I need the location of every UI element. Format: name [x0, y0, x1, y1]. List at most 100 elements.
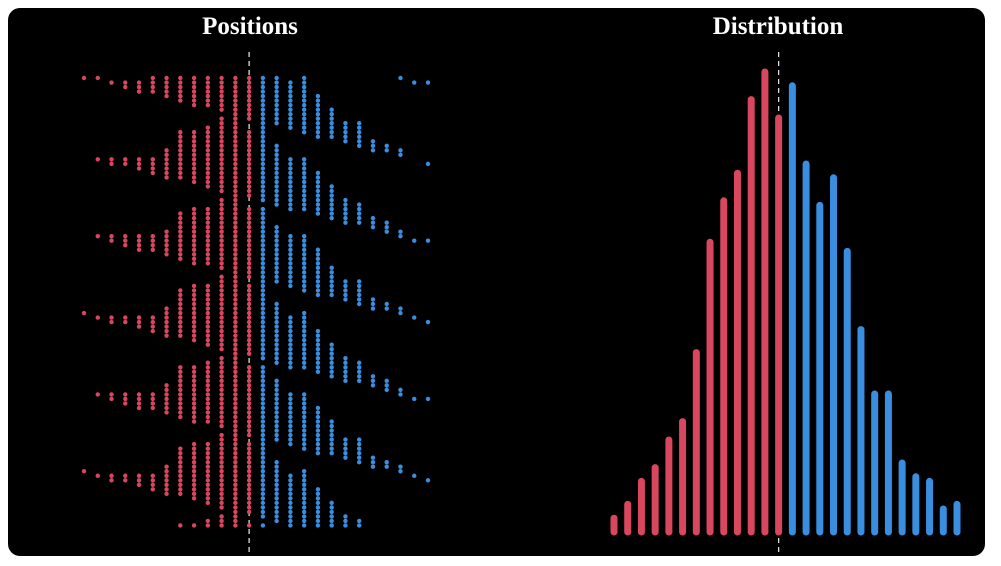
dot — [301, 283, 307, 289]
dot — [205, 206, 211, 212]
dot — [246, 80, 252, 85]
dot — [178, 152, 183, 158]
dot — [136, 247, 142, 252]
dot — [246, 107, 252, 112]
dot — [288, 360, 293, 365]
dot — [288, 234, 293, 239]
dot — [260, 509, 266, 515]
dot — [260, 301, 266, 307]
dot — [343, 292, 348, 298]
dot — [288, 342, 293, 347]
dot — [274, 306, 279, 311]
dot — [205, 139, 211, 144]
dot — [301, 505, 307, 510]
dot — [425, 161, 431, 167]
dot — [301, 197, 307, 203]
dot — [178, 166, 183, 171]
dot — [178, 301, 183, 307]
dot — [343, 523, 348, 528]
dot — [191, 383, 197, 388]
dot — [164, 482, 169, 487]
dot — [178, 157, 183, 162]
dot — [274, 437, 279, 442]
dot — [246, 139, 252, 144]
dot — [288, 473, 293, 478]
dot — [205, 292, 211, 298]
dot — [164, 175, 169, 180]
dot — [370, 220, 376, 225]
dot — [109, 319, 114, 325]
dot — [178, 369, 183, 374]
dot — [150, 315, 155, 320]
dot — [288, 496, 293, 501]
dot — [274, 514, 279, 519]
dot — [274, 419, 279, 424]
dot — [191, 152, 197, 158]
dot — [315, 111, 321, 117]
dot — [233, 487, 238, 492]
dot — [260, 342, 266, 347]
dot — [301, 347, 307, 352]
dot — [370, 460, 376, 465]
dot — [260, 441, 266, 447]
dot — [109, 80, 114, 85]
dot — [315, 288, 321, 293]
dot — [370, 143, 376, 148]
dot — [384, 301, 389, 307]
dot — [233, 98, 238, 103]
dot — [233, 134, 238, 139]
dot — [343, 297, 348, 302]
dot — [288, 478, 293, 483]
dot — [301, 270, 307, 275]
dot — [384, 143, 389, 148]
dot — [178, 392, 183, 397]
dot — [219, 184, 224, 189]
dot — [288, 238, 293, 243]
dot — [123, 243, 128, 248]
dot — [425, 396, 431, 402]
dot — [205, 148, 211, 153]
dot — [205, 179, 211, 185]
dot — [219, 505, 224, 510]
dot — [150, 89, 155, 94]
dot — [233, 365, 238, 370]
dot — [315, 450, 321, 456]
dot — [260, 496, 266, 501]
dot — [315, 360, 321, 365]
dot — [191, 374, 197, 379]
position-dots — [178, 75, 183, 528]
dot — [178, 229, 183, 234]
dot — [288, 84, 293, 90]
dot — [164, 238, 169, 243]
dot — [301, 121, 307, 126]
dot — [219, 347, 224, 352]
dot — [219, 455, 224, 460]
dot — [274, 121, 279, 126]
dot — [329, 215, 334, 221]
dot — [357, 374, 362, 379]
dot — [219, 89, 224, 94]
dot — [246, 215, 252, 221]
dot — [274, 197, 279, 203]
dot — [233, 378, 238, 384]
dot — [246, 455, 252, 460]
dot — [219, 401, 224, 406]
dot — [274, 234, 279, 239]
dot — [329, 184, 334, 189]
dot — [246, 378, 252, 384]
dot — [301, 446, 307, 451]
dot — [233, 238, 238, 243]
dot — [109, 157, 114, 162]
dot — [178, 148, 183, 153]
dot — [260, 206, 266, 212]
dot — [384, 224, 389, 230]
dot — [205, 478, 211, 483]
dot — [205, 152, 211, 158]
dot — [315, 202, 321, 207]
dot — [233, 75, 238, 81]
dot — [301, 518, 307, 524]
dot — [412, 80, 417, 85]
dot — [233, 297, 238, 302]
dot — [191, 315, 197, 320]
dot — [288, 365, 293, 370]
